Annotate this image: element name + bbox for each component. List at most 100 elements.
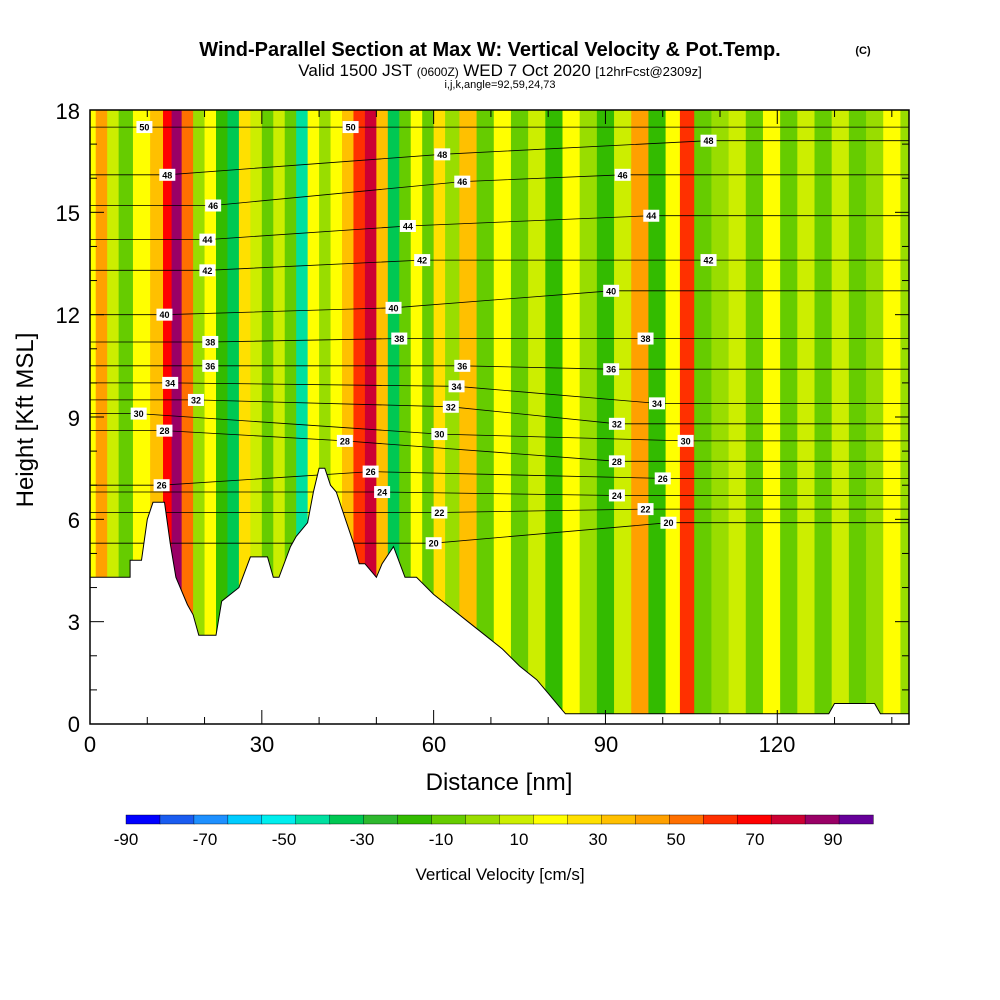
chart-title: Wind-Parallel Section at Max W: Vertical… [199,39,780,61]
w-column [193,110,206,724]
contour-label-box [608,417,625,430]
x-tick-label: 120 [759,732,796,757]
colorbar-tick-label: 90 [824,830,843,849]
w-column [476,110,495,724]
contour-label: 44 [202,235,212,245]
contour-label-box [156,308,173,321]
theta-contour-line [90,491,909,496]
contour-label: 26 [366,467,376,477]
colorbar-swatch [227,814,263,825]
w-column [745,110,764,724]
colorbar-tick-label: -70 [193,830,218,849]
contour-label: 32 [612,419,622,429]
contour-label: 40 [606,286,616,296]
contour-label: 46 [618,170,628,180]
colorbar-swatch [533,814,569,825]
w-column [848,110,867,724]
contour-label-box [448,380,465,393]
w-column [665,110,681,724]
contour-label: 26 [157,481,167,491]
x-tick-label: 30 [250,732,274,757]
contour-label-box [414,254,431,267]
contour-label-box [434,148,451,161]
w-column [171,110,183,724]
contour-label: 36 [606,365,616,375]
colorbar-tick-label: 50 [667,830,686,849]
contour-label: 50 [346,123,356,133]
axis-ticks [89,109,909,725]
w-column [694,110,713,724]
contour-label-box [442,400,459,413]
w-column [579,110,598,724]
contour-label-box [342,121,359,134]
w-column [883,110,902,724]
w-column [510,110,529,724]
colorbar-swatch [635,814,670,825]
contour-label-box [431,428,448,441]
y-tick-label: 15 [56,201,80,226]
colorbar-swatch [431,814,467,825]
contour-label: 42 [202,266,212,276]
contour-label: 38 [394,334,404,344]
w-column [814,110,833,724]
contour-label-box [136,121,153,134]
y-tick-label: 18 [56,99,80,124]
subtitle-valid: Valid 1500 JST [298,61,412,80]
contour-label: 22 [434,508,444,518]
w-column [728,110,747,724]
contour-label-box [660,516,677,529]
w-column [528,110,546,724]
contour-label: 28 [612,457,622,467]
x-axis-title: Distance [nm] [426,769,573,796]
w-column [445,110,461,724]
contour-label-box [431,506,448,519]
contour-label: 20 [429,539,439,549]
contour-label-box [677,434,694,447]
contour-label-box [385,301,402,314]
contour-label: 46 [208,201,218,211]
y-tick-label: 3 [68,610,80,635]
contour-label-box [159,168,176,181]
contour-label: 32 [191,395,201,405]
contour-label: 30 [434,430,444,440]
contour-label: 46 [457,177,467,187]
colorbar-swatch [159,814,195,825]
colorbar-tick-label: 70 [746,830,765,849]
contour-label-box [187,393,204,406]
colorbar-tick-label: -90 [114,830,139,849]
contour-label: 34 [452,382,462,392]
contour-label: 44 [403,221,413,231]
contour-label: 32 [446,402,456,412]
subtitle-forecast: [12hrFcst@2309z] [595,64,701,79]
contour-label-box [700,254,717,267]
contour-label-box [399,219,416,232]
w-column [433,110,446,724]
contour-labels: 20 20 22 22 24 24 26 26 26 28 28 28 30 30 30 32 32 32 34 34… [130,121,717,550]
contour-label-box [130,407,147,420]
w-column [797,110,816,724]
contour-label-box [362,465,379,478]
theta-contour-line [90,522,909,544]
contour-label: 30 [681,436,691,446]
contour-label: 38 [205,337,215,347]
colorbar-swatch [499,814,535,825]
contour-label-box [649,397,665,410]
x-tick-label: 0 [84,732,96,757]
colorbar-tick-label: 10 [510,830,529,849]
w-column [831,110,850,724]
colorbar-swatch [838,814,874,825]
w-column [107,110,120,724]
contour-label: 24 [377,488,387,498]
contour-label: 20 [663,518,673,528]
w-column [562,110,581,724]
contour-label-box [603,284,620,297]
w-column [204,110,217,724]
y-tick-label: 6 [68,508,80,533]
contour-label: 48 [437,150,447,160]
contour-label: 40 [159,310,169,320]
contour-label: 26 [658,474,668,484]
contour-label: 36 [457,361,467,371]
contour-label: 42 [704,256,714,266]
colorbar-swatch [193,814,229,825]
contour-label: 28 [340,436,350,446]
